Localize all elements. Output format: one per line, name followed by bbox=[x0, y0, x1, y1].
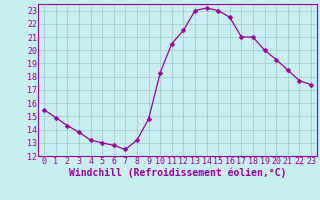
X-axis label: Windchill (Refroidissement éolien,°C): Windchill (Refroidissement éolien,°C) bbox=[69, 168, 286, 178]
